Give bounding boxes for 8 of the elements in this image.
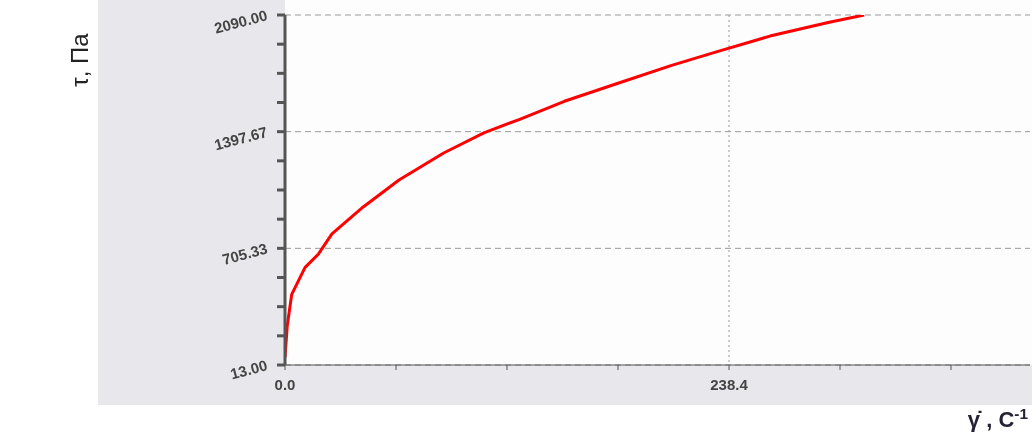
y-tick-label: 705.33 — [220, 239, 270, 268]
y-axis-title: τ, Па — [66, 32, 93, 87]
y-tick-label: 13.00 — [228, 356, 270, 383]
y-tick-label: 2090.00 — [212, 6, 270, 37]
x-tick-label: 0.0 — [274, 376, 296, 393]
x-axis-title: γ̇ , С$^{-1}$ — [967, 404, 1029, 432]
y-tick-label: 1397.67 — [212, 122, 270, 154]
x-tick-label: 238.4 — [710, 376, 749, 393]
